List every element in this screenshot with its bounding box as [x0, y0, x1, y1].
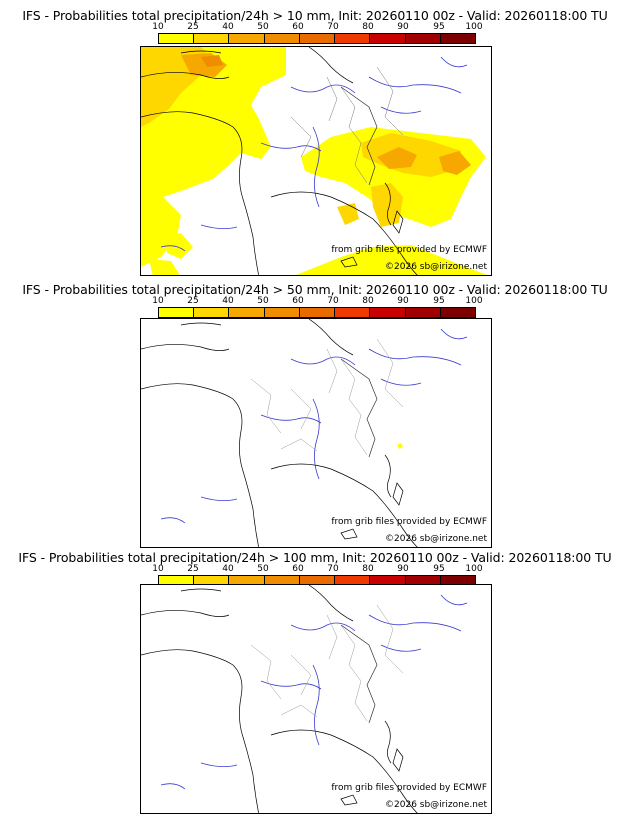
colorbar-swatch [405, 576, 441, 585]
colorbar-swatch [264, 576, 300, 585]
panel-title: IFS - Probabilities total precipitation/… [18, 550, 612, 565]
colorbar-swatch [370, 34, 406, 43]
colorbar-tick-label: 90 [397, 22, 409, 32]
colorbar-tick-label: 70 [327, 564, 339, 574]
colorbar-tick-label: 25 [187, 296, 199, 306]
colorbar-swatch [229, 576, 265, 585]
map-svg [141, 585, 468, 813]
colorbar-tick-label: 40 [222, 22, 234, 32]
colorbar-swatch [335, 576, 371, 585]
colorbar-tick-label: 40 [222, 296, 234, 306]
borders [290, 66, 404, 184]
colorbar-labels: 10 25 40 50 60 70 80 90 95 100 [152, 22, 482, 32]
colorbar-tick-label: 95 [433, 22, 445, 32]
borders [250, 604, 404, 722]
colorbar-tick-label: 60 [292, 564, 304, 574]
colorbar-swatch [159, 34, 195, 43]
colorbar-swatch [440, 34, 475, 43]
colorbar-tick-label: 50 [257, 296, 269, 306]
country-borders [340, 86, 378, 186]
credit-copyright: ©2026 sb@irizone.net [385, 534, 487, 544]
colorbar-swatch [264, 34, 300, 43]
colorbar-tick-label: 70 [327, 22, 339, 32]
country-borders [340, 358, 378, 458]
colorbar-tick-label: 25 [187, 22, 199, 32]
colorbar-tick-label: 60 [292, 296, 304, 306]
credit-source: from grib files provided by ECMWF [331, 783, 487, 793]
colorbar-swatch [264, 308, 300, 317]
panel-50mm: IFS - Probabilities total precipitation/… [0, 268, 630, 548]
colorbar-tick-label: 50 [257, 22, 269, 32]
map-50mm: from grib files provided by ECMWF ©2026 … [140, 318, 492, 548]
credit-source: from grib files provided by ECMWF [331, 245, 487, 255]
colorbar-swatch [440, 576, 475, 585]
colorbar-swatch [229, 308, 265, 317]
credit-copyright: ©2026 sb@irizone.net [385, 800, 487, 810]
colorbar-tick-label: 100 [465, 564, 483, 574]
colorbar-boxes [158, 33, 476, 44]
colorbar-swatch [370, 576, 406, 585]
coastlines [141, 319, 418, 547]
colorbar-swatch [335, 308, 371, 317]
rivers [160, 56, 468, 252]
map-10mm: from grib files provided by ECMWF ©2026 … [140, 46, 492, 276]
colorbar-swatch [405, 34, 441, 43]
colorbar-tick-label: 25 [187, 564, 199, 574]
colorbar-tick-label: 95 [433, 564, 445, 574]
colorbar-swatch [159, 308, 195, 317]
colorbar-swatch [299, 34, 336, 43]
colorbar-swatch [194, 308, 230, 317]
colorbar-tick-label: 100 [465, 296, 483, 306]
precip-spot [397, 443, 403, 449]
panel-title: IFS - Probabilities total precipitation/… [22, 282, 608, 297]
colorbar-swatch [299, 576, 336, 585]
map-100mm: from grib files provided by ECMWF ©2026 … [140, 584, 492, 814]
colorbar-swatch [335, 34, 371, 43]
colorbar-tick-label: 70 [327, 296, 339, 306]
colorbar-tick-label: 90 [397, 564, 409, 574]
colorbar-tick-label: 40 [222, 564, 234, 574]
colorbar-tick-label: 50 [257, 564, 269, 574]
panel-100mm: IFS - Probabilities total precipitation/… [0, 536, 630, 814]
colorbar-boxes [158, 307, 476, 318]
credit-copyright: ©2026 sb@irizone.net [385, 262, 487, 272]
country-borders [340, 624, 378, 724]
borders [250, 338, 404, 456]
colorbar-swatch [229, 34, 265, 43]
colorbar-swatch [405, 308, 441, 317]
colorbar-tick-label: 95 [433, 296, 445, 306]
colorbar-tick-label: 10 [152, 296, 164, 306]
coastlines [141, 585, 418, 813]
colorbar-swatch [299, 308, 336, 317]
rivers [160, 328, 468, 524]
colorbar-labels: 10 25 40 50 60 70 80 90 95 100 [152, 296, 482, 306]
colorbar-tick-label: 10 [152, 22, 164, 32]
colorbar: 10 25 40 50 60 70 80 90 95 100 [152, 22, 483, 44]
colorbar: 10 25 40 50 60 70 80 90 95 100 [152, 296, 483, 318]
colorbar-tick-label: 60 [292, 22, 304, 32]
colorbar-tick-label: 80 [362, 22, 374, 32]
colorbar-swatch [194, 34, 230, 43]
colorbar-swatch [159, 576, 195, 585]
colorbar: 10 25 40 50 60 70 80 90 95 100 [152, 564, 483, 586]
colorbar-tick-label: 80 [362, 296, 374, 306]
map-svg [141, 47, 488, 275]
precip-field [141, 47, 488, 275]
panel-10mm: IFS - Probabilities total precipitation/… [0, 0, 630, 276]
colorbar-swatch [370, 308, 406, 317]
colorbar-labels: 10 25 40 50 60 70 80 90 95 100 [152, 564, 482, 574]
panel-title: IFS - Probabilities total precipitation/… [22, 8, 608, 23]
rivers [160, 594, 468, 790]
colorbar-tick-label: 90 [397, 296, 409, 306]
colorbar-tick-label: 80 [362, 564, 374, 574]
colorbar-swatch [440, 308, 475, 317]
colorbar-tick-label: 10 [152, 564, 164, 574]
map-svg [141, 319, 468, 547]
coastlines [141, 47, 418, 275]
colorbar-swatch [194, 576, 230, 585]
credit-source: from grib files provided by ECMWF [331, 517, 487, 527]
colorbar-tick-label: 100 [465, 22, 483, 32]
